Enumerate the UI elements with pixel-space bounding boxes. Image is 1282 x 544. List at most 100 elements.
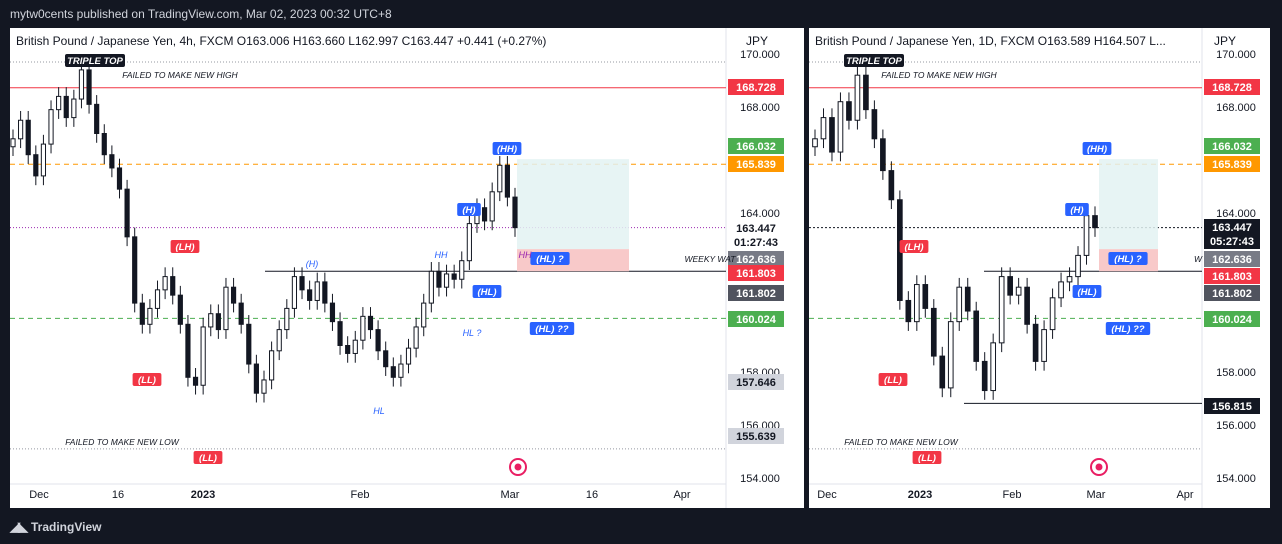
candle [888, 170, 895, 201]
candle [154, 289, 161, 309]
price-tag-bg [728, 265, 784, 281]
price-tag-bg [728, 251, 784, 267]
y-tick-label: 170.000 [740, 49, 780, 61]
chart-canvas-1d[interactable]: 170.000 168.000 164.000 158.000 156.000 154.0… [809, 28, 1270, 508]
candle [375, 329, 381, 352]
candle [192, 376, 199, 386]
target-zone [1099, 159, 1158, 250]
candle [837, 101, 844, 153]
candle [413, 326, 419, 349]
candle [443, 273, 450, 288]
candle [63, 95, 69, 119]
price-tag: 160.024 [1212, 314, 1253, 326]
candle [1024, 286, 1030, 325]
candle [964, 286, 971, 312]
candle [10, 138, 16, 148]
price-tag: 166.032 [1212, 141, 1252, 153]
candle [489, 191, 495, 222]
candle [261, 379, 267, 394]
currency-label: JPY [746, 34, 769, 48]
annotation-label: (HL) ? [536, 254, 564, 265]
annotation-label-bg [878, 373, 908, 386]
annotation-label-bg [899, 240, 929, 253]
annotation-label: (LH) [176, 242, 195, 253]
candle [18, 119, 24, 140]
candle [459, 260, 465, 280]
price-tag-bg [728, 285, 784, 301]
candle [101, 133, 107, 156]
candle [253, 363, 259, 394]
price-tag: 05:27:43 [1210, 236, 1254, 248]
y-tick-label: 156.000 [1216, 420, 1256, 432]
x-tick-label: Feb [1003, 489, 1022, 501]
annotation-label: TRIPLE TOP [67, 56, 123, 67]
price-tag-bg [728, 311, 784, 327]
currency-label: JPY [1214, 34, 1237, 48]
x-tick-label: Dec [29, 489, 49, 501]
annotation-label: (LH) [905, 242, 924, 253]
publisher-header: mytw0cents published on TradingView.com,… [10, 7, 392, 21]
annotation-label: (HL) ?? [535, 324, 568, 335]
price-tag: 160.024 [736, 314, 777, 326]
target-icon [509, 458, 527, 476]
candle [829, 117, 835, 153]
candle [284, 307, 290, 331]
x-tick-label: Feb [351, 489, 370, 501]
candle [846, 101, 852, 121]
annotation-label-bg [1082, 142, 1112, 155]
price-tag-bg [728, 138, 784, 154]
y-tick-label: 154.000 [740, 473, 780, 485]
candle [497, 164, 503, 193]
candle [820, 117, 827, 140]
price-tag-bg [1204, 285, 1260, 301]
candle [367, 315, 374, 331]
candle [78, 69, 85, 100]
candle [185, 323, 191, 378]
x-tick-label: Mar [1087, 489, 1106, 501]
candle [451, 273, 457, 280]
chart-canvas-4h[interactable]: 170.000168.000164.000158.000156.000154.0… [10, 28, 804, 508]
annotation-text: W [1194, 254, 1203, 264]
candle [398, 363, 404, 378]
tradingview-logo-icon: ◢◣ [10, 519, 28, 534]
candle [86, 69, 92, 105]
annotation-label-bg [472, 285, 502, 298]
annotation-label: (H) [462, 205, 475, 216]
y-tick-label: 164.000 [1216, 208, 1256, 220]
candle [170, 276, 176, 296]
candle [1015, 286, 1022, 296]
annotation-label: (HL) [478, 287, 497, 298]
annotation-label-bg [193, 451, 223, 464]
candle [504, 164, 510, 198]
price-tag: 162.636 [736, 254, 776, 266]
annotation-label: (LL) [918, 453, 936, 464]
price-tag: 165.839 [736, 159, 776, 171]
candle [208, 313, 214, 328]
price-tag-bg [1204, 233, 1260, 249]
candle [322, 281, 328, 304]
candle [1007, 276, 1013, 296]
annotation-label: (HL) ?? [1111, 324, 1144, 335]
y-tick-label: 158.000 [1216, 367, 1256, 379]
tradingview-brand[interactable]: ◢◣ TradingView [10, 519, 101, 535]
brand-label: TradingView [31, 520, 102, 534]
candle [930, 307, 937, 357]
candle [383, 350, 389, 368]
candle [40, 143, 47, 177]
candle [230, 286, 237, 304]
candle [116, 167, 123, 190]
candle [863, 74, 869, 111]
candle [1058, 281, 1064, 299]
target-icon [1090, 458, 1108, 476]
candle [223, 286, 229, 331]
candle [269, 350, 275, 381]
chart-panel-1d[interactable]: 170.000 168.000 164.000 158.000 156.000 154.0… [809, 28, 1270, 508]
candle [913, 284, 920, 323]
candle [200, 326, 206, 386]
annotation-label: (HH) [497, 144, 517, 155]
price-tag-bg [728, 79, 784, 95]
x-tick-label: 16 [112, 489, 124, 501]
candle [352, 339, 358, 354]
chart-panel-4h[interactable]: 170.000 168.000 164.000 158.000 156.000 154.0… [10, 28, 804, 508]
annotation-label-bg [530, 252, 570, 265]
